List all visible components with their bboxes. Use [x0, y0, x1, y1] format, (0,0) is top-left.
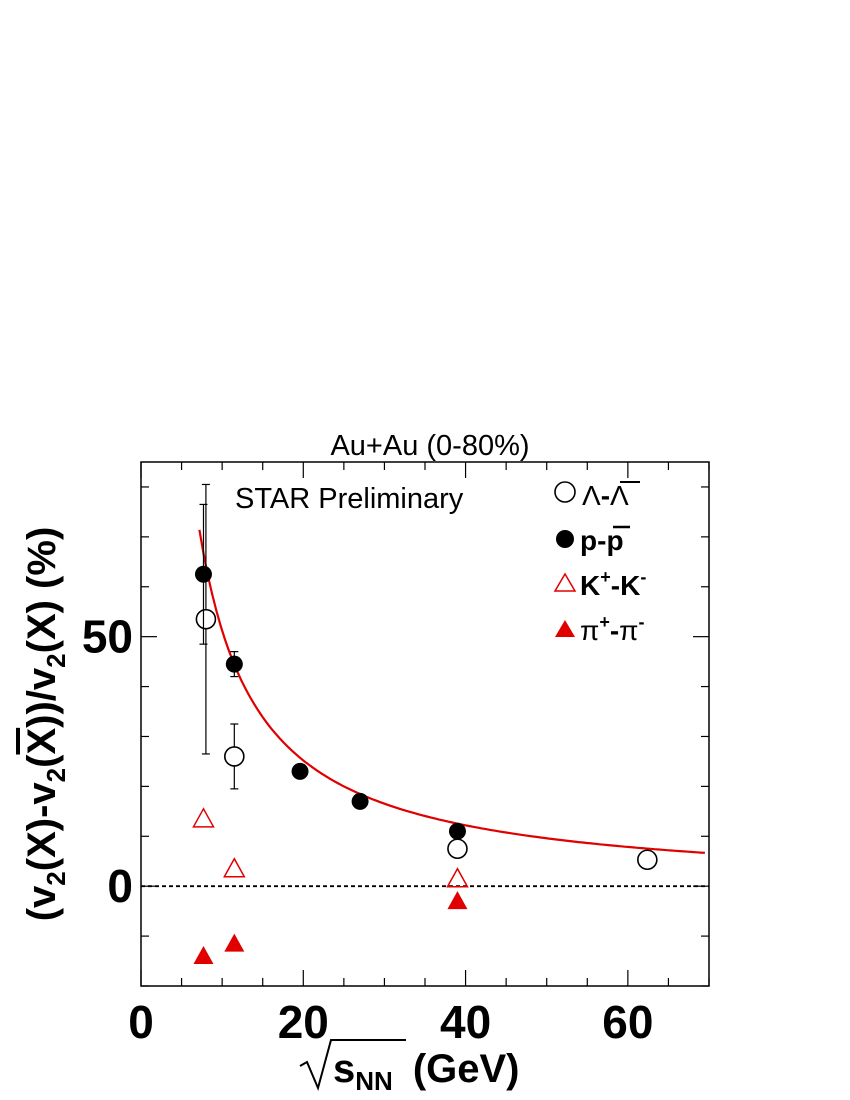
point-open-circle — [637, 849, 658, 871]
legend-marker-proton — [556, 530, 574, 548]
fit-curve — [198, 529, 705, 854]
point-filled-circle — [291, 762, 309, 780]
point-filled-triangle — [447, 891, 468, 910]
point-open-triangle — [192, 807, 215, 828]
point-open-circle — [224, 746, 245, 767]
point-open-triangle — [223, 857, 246, 878]
legend-marker-lambda — [554, 481, 576, 503]
axis-tick-labels: 0 20 40 60 0 50 — [82, 611, 654, 1048]
legend-label-pion: π+-π- — [580, 612, 645, 646]
point-open-circle — [195, 608, 217, 630]
axis-ticks — [140, 462, 710, 987]
legend-label-kaon: K+-K- — [580, 567, 646, 601]
point-filled-circle — [351, 792, 369, 810]
data-points — [192, 483, 658, 965]
point-filled-circle — [448, 822, 466, 840]
point-filled-triangle — [193, 946, 214, 965]
chart-title: Au+Au (0-80%) — [330, 430, 529, 462]
x-axis-label: sNN (GeV) — [299, 1039, 520, 1096]
plot-frame — [140, 461, 710, 987]
legend-marker-kaon — [553, 572, 577, 592]
x-tick-label: 40 — [440, 996, 491, 1048]
y-tick-label: 0 — [107, 860, 133, 912]
point-open-circle — [447, 838, 468, 860]
point-filled-triangle — [224, 933, 245, 952]
x-tick-label: 60 — [602, 996, 653, 1048]
y-tick-label: 50 — [82, 611, 133, 663]
point-filled-circle — [225, 655, 243, 673]
x-tick-label: 20 — [278, 996, 329, 1048]
legend-label-lambda: Λ-Λ — [582, 480, 629, 511]
sqrt-sign — [299, 1039, 406, 1092]
point-open-triangle — [446, 867, 469, 888]
legend: Λ-Λ p-p K+-K- π+-π- — [553, 480, 646, 646]
x-tick-label: 0 — [128, 996, 154, 1048]
star-preliminary-annotation: STAR Preliminary — [235, 483, 464, 515]
legend-marker-pion — [555, 620, 575, 637]
y-axis-label: (v2(X)-v2(X))/v2(X) (%) — [20, 527, 71, 922]
point-filled-circle — [194, 565, 212, 583]
svg-text:sNN(GeV): sNN (GeV) — [333, 1047, 520, 1096]
legend-label-proton: p-p — [580, 525, 624, 556]
